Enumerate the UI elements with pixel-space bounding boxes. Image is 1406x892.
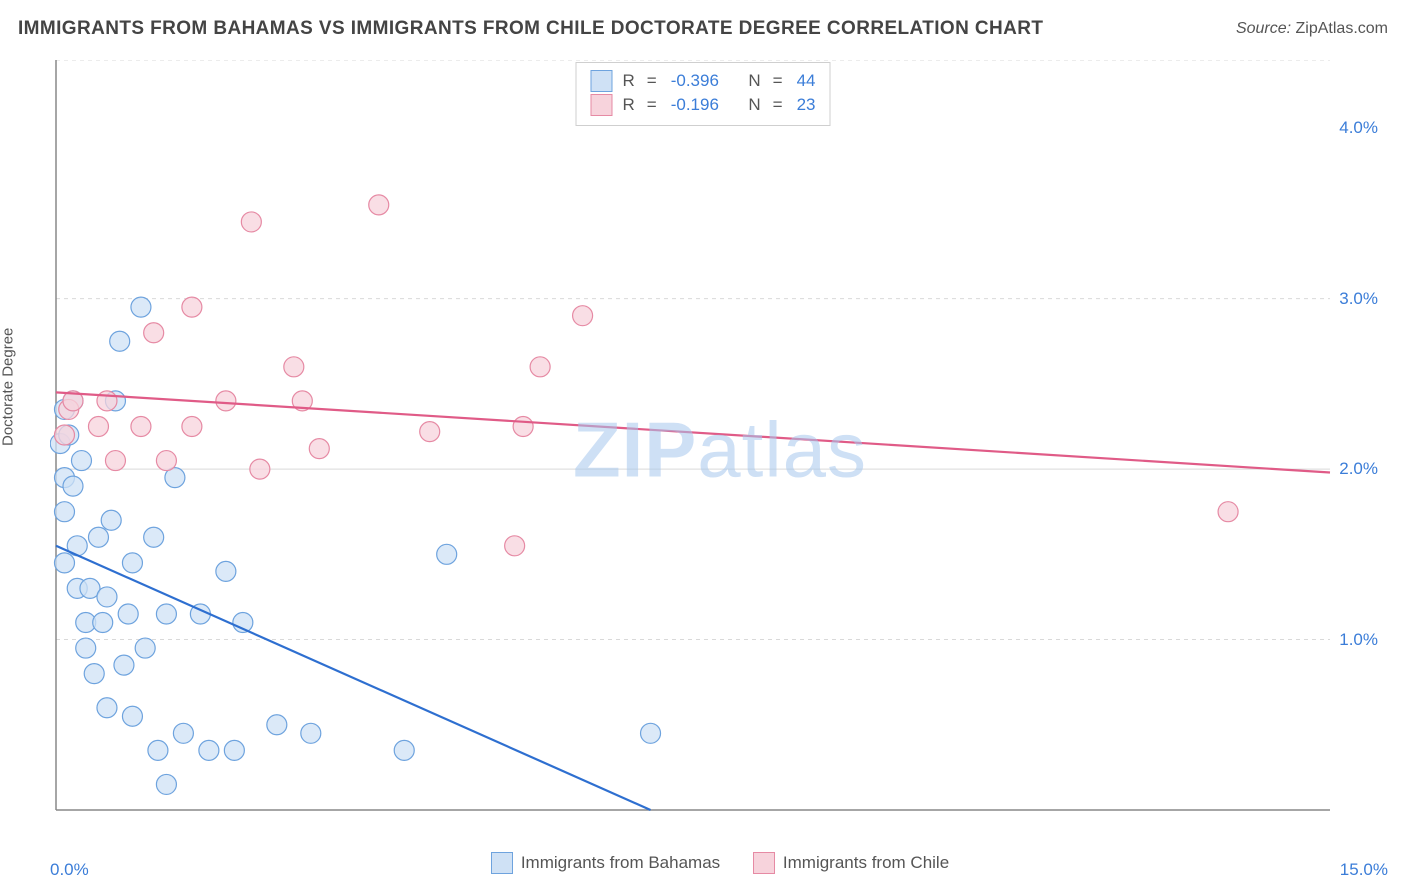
page-title: IMMIGRANTS FROM BAHAMAS VS IMMIGRANTS FR… [18,18,1043,39]
legend-item-chile: Immigrants from Chile [753,852,949,874]
n-value-chile: 23 [797,93,816,117]
correlation-legend: R = -0.396 N = 44 R = -0.196 N = 23 [575,62,830,126]
legend-item-bahamas: Immigrants from Bahamas [491,852,720,874]
chart-area: ZIPatlas [50,60,1390,840]
legend-row-bahamas: R = -0.396 N = 44 [590,69,815,93]
legend-label-bahamas: Immigrants from Bahamas [521,853,720,873]
r-value-chile: -0.196 [671,93,719,117]
x-axis-max-label: 15.0% [1340,860,1388,880]
legend-swatch-chile-icon [753,852,775,874]
n-label: N [748,69,760,93]
n-label: N [748,93,760,117]
legend-swatch-chile [590,94,612,116]
legend-swatch-bahamas-icon [491,852,513,874]
legend-swatch-bahamas [590,70,612,92]
source-credit: Source: ZipAtlas.com [1236,20,1388,38]
y-tick-label: 2.0% [1339,459,1378,479]
r-value-bahamas: -0.396 [671,69,719,93]
series-legend: Immigrants from Bahamas Immigrants from … [50,852,1390,880]
legend-row-chile: R = -0.196 N = 23 [590,93,815,117]
source-label: Source: [1236,20,1291,37]
r-label: R [622,93,634,117]
y-axis-label: Doctorate Degree [0,328,17,446]
y-tick-label: 3.0% [1339,289,1378,309]
y-tick-label: 4.0% [1339,118,1378,138]
r-label: R [622,69,634,93]
y-tick-label: 1.0% [1339,630,1378,650]
legend-label-chile: Immigrants from Chile [783,853,949,873]
x-axis-min-label: 0.0% [50,860,89,880]
source-value: ZipAtlas.com [1296,20,1388,37]
n-value-bahamas: 44 [797,69,816,93]
scatter-chart [50,60,1390,840]
